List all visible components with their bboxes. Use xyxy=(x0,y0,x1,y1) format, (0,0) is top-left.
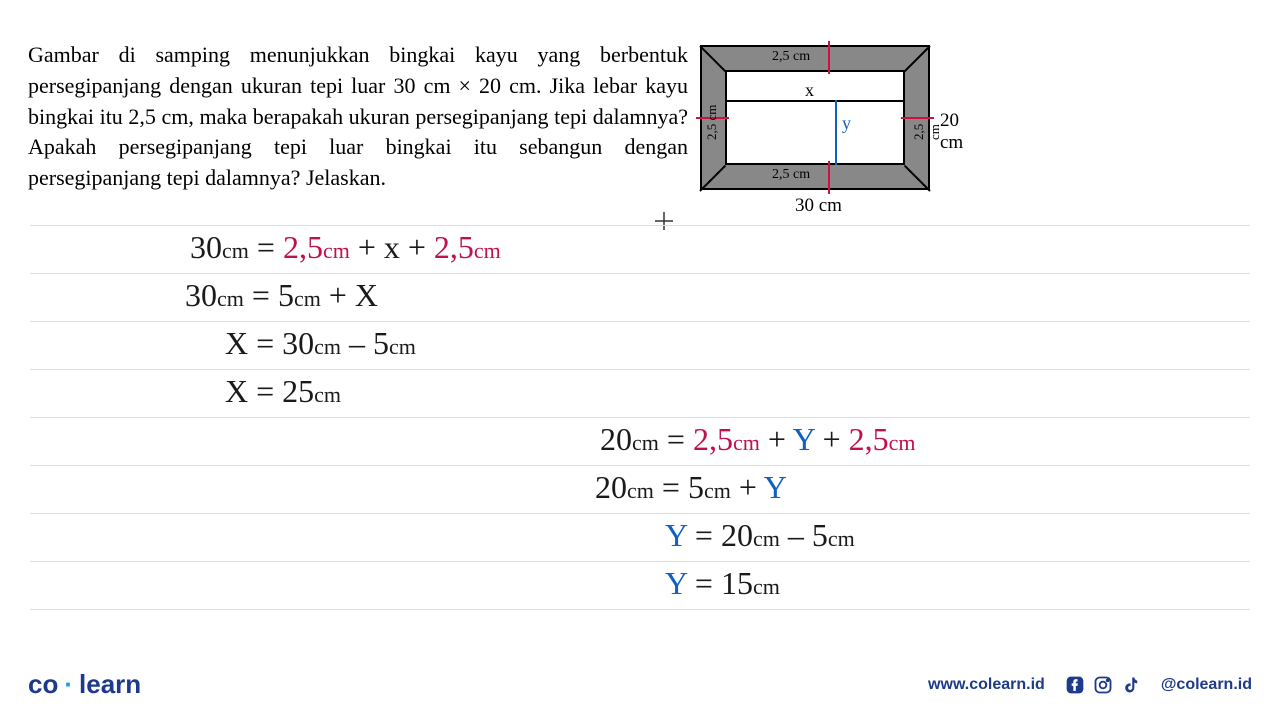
hand-line-5: 20cm = 5cm + Y xyxy=(595,469,787,506)
hand-line-0: 30cm = 2,5cm + x + 2,5cm xyxy=(190,229,501,266)
instagram-icon[interactable] xyxy=(1093,675,1113,695)
paper-line xyxy=(30,417,1250,418)
footer: co·learn www.colearn.id @colearn.id xyxy=(28,669,1252,700)
paper-line xyxy=(30,609,1250,610)
logo-right: learn xyxy=(79,669,141,699)
label-outer-w: 30 cm xyxy=(795,195,842,217)
frame-inner xyxy=(725,70,905,165)
hand-line-3: X = 25cm xyxy=(225,373,341,410)
hand-line-7: Y = 15cm xyxy=(665,565,780,602)
handwriting-area: 30cm = 2,5cm + x + 2,5cm 30cm = 5cm + X X … xyxy=(30,225,1250,645)
hand-line-2: X = 30cm – 5cm xyxy=(225,325,416,362)
tiktok-icon[interactable] xyxy=(1121,675,1141,695)
paper-line xyxy=(30,225,1250,226)
red-tick-right xyxy=(901,117,934,119)
red-tick-top xyxy=(828,41,830,74)
paper-line xyxy=(30,321,1250,322)
label-bottom-thickness: 2,5 cm xyxy=(772,167,810,183)
logo: co·learn xyxy=(28,669,141,700)
hand-line-1: 30cm = 5cm + X xyxy=(185,277,378,314)
logo-left: co xyxy=(28,669,58,699)
inner-x-line xyxy=(725,100,905,102)
red-tick-bottom xyxy=(828,161,830,194)
y-line xyxy=(835,100,837,165)
label-outer-h: 20 cm xyxy=(940,110,963,154)
paper-line xyxy=(30,465,1250,466)
label-left-thickness: 2,5 cm xyxy=(704,105,720,140)
paper-line xyxy=(30,369,1250,370)
label-x: x xyxy=(805,80,814,101)
hand-line-4: 20cm = 2,5cm + Y + 2,5cm xyxy=(600,421,916,458)
frame-diagram: 2,5 cm 2,5 cm 2,5 cm 2,5 cm x y 20 cm 30… xyxy=(700,45,930,190)
footer-handle[interactable]: @colearn.id xyxy=(1161,676,1252,694)
logo-dot: · xyxy=(58,669,79,699)
paper-line xyxy=(30,273,1250,274)
footer-right: www.colearn.id @colearn.id xyxy=(928,675,1252,695)
paper-line xyxy=(30,513,1250,514)
social-icons xyxy=(1065,675,1141,695)
problem-text: Gambar di samping menunjukkan bingkai ka… xyxy=(28,40,688,194)
paper-line xyxy=(30,561,1250,562)
label-y: y xyxy=(842,113,851,134)
hand-line-6: Y = 20cm – 5cm xyxy=(665,517,855,554)
facebook-icon[interactable] xyxy=(1065,675,1085,695)
problem-text-block: Gambar di samping menunjukkan bingkai ka… xyxy=(28,40,688,194)
footer-url[interactable]: www.colearn.id xyxy=(928,676,1045,694)
label-right-thickness: 2,5 cm xyxy=(911,121,943,140)
label-top-thickness: 2,5 cm xyxy=(772,49,810,65)
